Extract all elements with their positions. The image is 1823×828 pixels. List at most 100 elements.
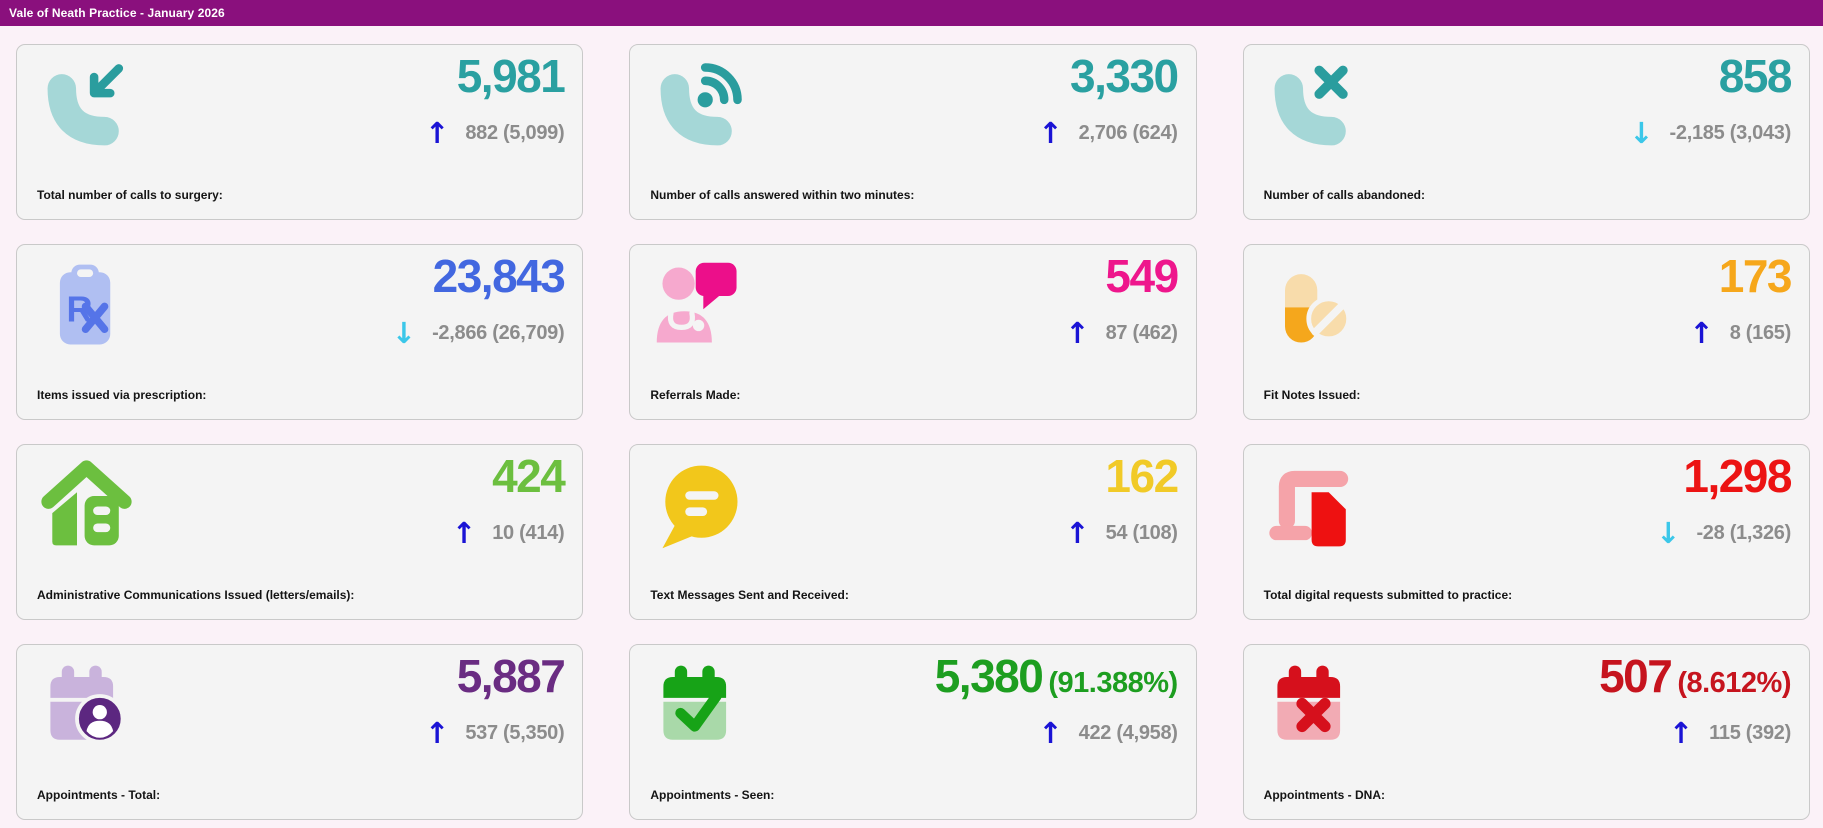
kpi-delta-row: ↑ 10 (414): [451, 513, 565, 553]
kpi-label: Items issued via prescription:: [37, 388, 207, 402]
trend-up-icon: ↑: [1065, 515, 1090, 550]
kpi-label: Appointments - Seen:: [650, 788, 775, 802]
calendar-xmark-icon: [1266, 658, 1361, 753]
phone-xmark-icon: [1266, 58, 1361, 153]
kpi-card-referrals[interactable]: 549 ↑ 87 (462) Referrals Made:: [629, 244, 1197, 420]
trend-up-icon: ↑: [1689, 315, 1714, 350]
trend-up-icon: ↑: [1038, 715, 1063, 750]
kpi-value: 549: [1105, 250, 1179, 302]
kpi-label: Total digital requests submitted to prac…: [1263, 588, 1513, 602]
house-cabinet-icon: [39, 458, 134, 553]
kpi-label: Total number of calls to surgery:: [37, 188, 223, 202]
kpi-card-grid: 5,981 ↑ 882 (5,099) Total number of call…: [0, 26, 1823, 828]
kpi-value: 173: [1718, 250, 1793, 302]
laptop-file-icon: [1266, 458, 1361, 553]
kpi-value-row: 5,981: [456, 47, 566, 107]
kpi-delta-text: -28 (1,326): [1696, 521, 1791, 544]
trend-up-icon: ↑: [1065, 315, 1090, 350]
kpi-value: 5,887: [456, 650, 566, 702]
kpi-value: 424: [492, 450, 566, 502]
calendar-check-icon: [652, 658, 747, 753]
trend-up-icon: ↑: [425, 715, 450, 750]
kpi-value-row: 1,298: [1683, 447, 1792, 507]
trend-down-icon: ↓: [391, 315, 417, 350]
trend-down-icon: ↓: [1629, 115, 1654, 150]
kpi-value: 1,298: [1683, 450, 1792, 502]
kpi-card-calls-answered[interactable]: 3,330 ↑ 2,706 (624) Number of calls answ…: [629, 44, 1197, 220]
kpi-card-fit-notes[interactable]: 173 ↑ 8 (165) Fit Notes Issued:: [1242, 244, 1810, 420]
kpi-value-row: 5,380 (91.388%): [935, 647, 1178, 707]
report-title: Vale of Neath Practice - January 2026: [9, 6, 225, 20]
kpi-label: Administrative Communications Issued (le…: [37, 588, 355, 602]
kpi-value-row: 23,843: [432, 247, 566, 307]
trend-up-icon: ↑: [1668, 715, 1694, 750]
kpi-delta-row: ↑ 87 (462): [1065, 313, 1178, 353]
kpi-delta-row: ↑ 8 (165): [1689, 313, 1791, 353]
kpi-value: 23,843: [432, 250, 566, 302]
kpi-delta-text: -2,185 (3,043): [1669, 121, 1792, 144]
kpi-value-row: 5,887: [456, 647, 566, 707]
kpi-delta-text: 115 (392): [1709, 721, 1791, 744]
kpi-card-prescriptions[interactable]: R 23,843 ↓ -2,866 (26,709) Items issued …: [16, 244, 584, 420]
kpi-delta-row: ↑ 115 (392): [1669, 713, 1791, 753]
kpi-delta-text: 54 (108): [1105, 521, 1178, 544]
phone-incoming-icon: [39, 58, 134, 153]
kpi-delta-row: ↓ -2,185 (3,043): [1629, 113, 1791, 153]
kpi-card-appts-seen[interactable]: 5,380 (91.388%) ↑ 422 (4,958) Appointment…: [629, 644, 1197, 820]
pills-icon: [1266, 258, 1361, 353]
calendar-user-icon: [39, 658, 134, 753]
kpi-delta-row: ↑ 422 (4,958): [1038, 713, 1178, 753]
kpi-card-appts-dna[interactable]: 507 (8.612%) ↑ 115 (392) Appointments - D…: [1242, 644, 1810, 820]
kpi-delta-row: ↓ -2,866 (26,709): [392, 313, 565, 353]
kpi-value-row: 173: [1718, 247, 1793, 307]
kpi-delta-text: 537 (5,350): [465, 721, 565, 744]
kpi-value-row: 162: [1105, 447, 1179, 507]
message-bubble-icon: [652, 458, 747, 553]
kpi-delta-row: ↑ 2,706 (624): [1038, 113, 1178, 153]
kpi-card-calls-total[interactable]: 5,981 ↑ 882 (5,099) Total number of call…: [16, 44, 584, 220]
kpi-value: 858: [1718, 50, 1793, 102]
kpi-delta-text: 8 (165): [1729, 321, 1792, 344]
kpi-delta-row: ↑ 54 (108): [1065, 513, 1178, 553]
kpi-card-calls-abandoned[interactable]: 858 ↓ -2,185 (3,043) Number of calls aba…: [1242, 44, 1810, 220]
phone-volume-icon: [652, 58, 747, 153]
kpi-card-appts-total[interactable]: 5,887 ↑ 537 (5,350) Appointments - Total…: [16, 644, 584, 820]
kpi-delta-text: 422 (4,958): [1078, 721, 1178, 744]
kpi-label: Appointments - DNA:: [1263, 788, 1385, 802]
kpi-value-percent: (8.612%): [1677, 667, 1791, 699]
prescription-icon: R: [39, 258, 134, 353]
kpi-card-text-messages[interactable]: 162 ↑ 54 (108) Text Messages Sent and Re…: [629, 444, 1197, 620]
kpi-value-row: 3,330: [1070, 47, 1179, 107]
kpi-card-admin-comms[interactable]: 424 ↑ 10 (414) Administrative Communicat…: [16, 444, 584, 620]
kpi-delta-text: -2,866 (26,709): [432, 321, 565, 344]
trend-up-icon: ↑: [1038, 115, 1063, 150]
trend-up-icon: ↑: [451, 515, 477, 550]
kpi-delta-text: 87 (462): [1105, 321, 1178, 344]
kpi-card-digital-requests[interactable]: 1,298 ↓ -28 (1,326) Total digital reques…: [1242, 444, 1810, 620]
kpi-delta-text: 882 (5,099): [465, 121, 565, 144]
report-header: Vale of Neath Practice - January 2026: [0, 0, 1823, 26]
kpi-value: 5,380: [934, 650, 1044, 702]
kpi-label: Referrals Made:: [650, 388, 741, 402]
kpi-delta-row: ↓ -28 (1,326): [1656, 513, 1791, 553]
kpi-delta-row: ↑ 537 (5,350): [425, 713, 565, 753]
kpi-value-row: 549: [1105, 247, 1179, 307]
kpi-delta-text: 2,706 (624): [1078, 121, 1178, 144]
kpi-label: Appointments - Total:: [37, 788, 161, 802]
kpi-value-row: 424: [492, 447, 566, 507]
kpi-value-row: 507 (8.612%): [1599, 647, 1791, 707]
kpi-value: 5,981: [456, 50, 566, 102]
kpi-value: 507: [1599, 650, 1673, 702]
trend-up-icon: ↑: [425, 115, 450, 150]
kpi-label: Text Messages Sent and Received:: [650, 588, 849, 602]
kpi-delta-text: 10 (414): [492, 521, 565, 544]
kpi-label: Number of calls answered within two minu…: [650, 188, 915, 202]
kpi-value-percent: (91.388%): [1048, 667, 1178, 699]
doctor-message-icon: [652, 258, 747, 353]
kpi-label: Number of calls abandoned:: [1263, 188, 1426, 202]
kpi-delta-row: ↑ 882 (5,099): [425, 113, 565, 153]
kpi-value: 162: [1105, 450, 1179, 502]
trend-down-icon: ↓: [1656, 515, 1681, 550]
kpi-value: 3,330: [1070, 50, 1179, 102]
kpi-value-row: 858: [1718, 47, 1793, 107]
